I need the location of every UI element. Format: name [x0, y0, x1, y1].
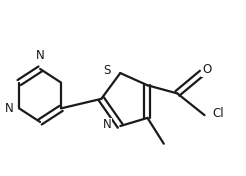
Text: Cl: Cl	[213, 107, 224, 120]
Text: N: N	[4, 102, 13, 115]
Text: N: N	[36, 49, 45, 62]
Text: N: N	[103, 118, 112, 131]
Text: O: O	[202, 63, 211, 76]
Text: S: S	[104, 64, 111, 77]
